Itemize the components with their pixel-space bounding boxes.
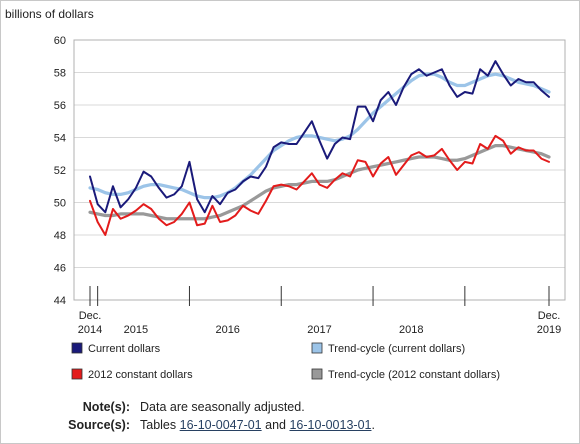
note-row: Note(s): Data are seasonally adjusted. bbox=[38, 398, 375, 416]
legend-label: Current dollars bbox=[88, 343, 161, 355]
axes: 44 46 48 50 52 54 56 58 60 Dec. 2014 2015 2016 2017 20… bbox=[54, 35, 566, 336]
legend-item: Trend-cycle (2012 constant dollars) bbox=[311, 368, 500, 381]
legend-label: Trend-cycle (current dollars) bbox=[328, 343, 465, 355]
legend-swatch bbox=[71, 368, 83, 380]
source-and: and bbox=[265, 418, 286, 432]
x-tick-label-line: Dec. bbox=[79, 310, 102, 322]
y-axis-label: billions of dollars bbox=[5, 7, 94, 21]
y-tick-label: 44 bbox=[54, 295, 66, 307]
x-tick-label-line: 2019 bbox=[537, 324, 561, 336]
chart-notes: Note(s): Data are seasonally adjusted. So… bbox=[38, 398, 375, 434]
x-tick-label: 2016 bbox=[215, 324, 239, 336]
legend-item: Current dollars bbox=[71, 342, 161, 355]
y-tick-label: 60 bbox=[54, 35, 66, 47]
series-line bbox=[89, 60, 550, 214]
x-tick-label: 2015 bbox=[124, 324, 148, 336]
source-link-table-2[interactable]: 16-10-0013-01 bbox=[289, 418, 372, 432]
note-text: Data are seasonally adjusted. bbox=[140, 400, 305, 414]
y-tick-label: 50 bbox=[54, 198, 66, 210]
series-line bbox=[88, 72, 551, 200]
source-link-table-1[interactable]: 16-10-0047-01 bbox=[179, 418, 262, 432]
y-tick-label: 56 bbox=[54, 100, 66, 112]
legend-swatch bbox=[71, 342, 83, 354]
note-label: Note(s): bbox=[82, 400, 130, 414]
x-tick-label: Dec. 2019 bbox=[537, 310, 561, 336]
legend-item: Trend-cycle (current dollars) bbox=[311, 342, 465, 355]
source-end: . bbox=[371, 418, 375, 432]
x-tick-label-line: 2015 bbox=[124, 324, 148, 336]
x-tick-label: 2017 bbox=[307, 324, 331, 336]
x-tick-label: Dec. 2014 bbox=[78, 310, 102, 336]
series-line bbox=[88, 144, 551, 221]
plot-border bbox=[73, 39, 566, 301]
x-tick-label: 2018 bbox=[399, 324, 423, 336]
gridlines bbox=[74, 39, 565, 301]
source-row: Source(s): Tables 16-10-0047-01 and 16-10… bbox=[38, 416, 375, 434]
x-tick-label-line: 2017 bbox=[307, 324, 331, 336]
y-tick-label: 52 bbox=[54, 165, 66, 177]
legend: Current dollars Trend-cycle (current doll… bbox=[71, 342, 500, 381]
x-tick-label-line: 2018 bbox=[399, 324, 423, 336]
source-label: Source(s): bbox=[68, 418, 130, 432]
x-tick-label-line: Dec. bbox=[538, 310, 561, 322]
legend-label: 2012 constant dollars bbox=[88, 369, 193, 381]
y-tick-label: 48 bbox=[54, 230, 66, 242]
y-tick-label: 46 bbox=[54, 263, 66, 275]
legend-swatch bbox=[311, 368, 323, 380]
legend-swatch bbox=[311, 342, 323, 354]
source-prefix: Tables bbox=[140, 418, 177, 432]
y-tick-label: 54 bbox=[54, 133, 66, 145]
legend-label: Trend-cycle (2012 constant dollars) bbox=[328, 369, 500, 381]
series-line bbox=[89, 134, 550, 236]
x-tick-label-line: 2016 bbox=[215, 324, 239, 336]
series-lines bbox=[88, 60, 551, 236]
y-tick-label: 58 bbox=[54, 68, 66, 80]
x-tick-label-line: 2014 bbox=[78, 324, 102, 336]
legend-item: 2012 constant dollars bbox=[71, 368, 193, 381]
